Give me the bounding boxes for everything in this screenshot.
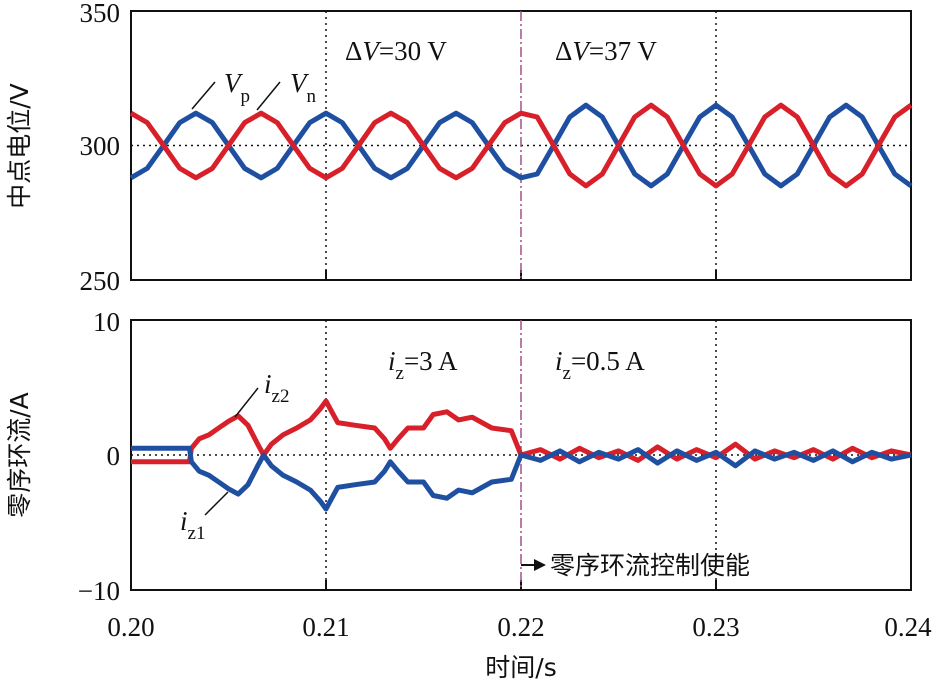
x-tick-label: 0.24 [884,612,932,642]
x-tick-label: 0.23 [692,612,739,642]
annotation-iz-3a: iz=3 A [388,346,458,384]
y-tick-label: 10 [93,307,120,337]
leader-line-vp [191,81,216,110]
y-tick-label: −10 [78,576,120,606]
y-tick-label: 350 [80,0,121,28]
annotation-iz-0-5a: iz=0.5 A [555,346,645,384]
series-line-iz2 [131,398,912,465]
series-line-iz1 [131,445,912,512]
legend-label-iz2: iz2 [264,369,289,407]
y-tick-label: 0 [107,441,121,471]
series-line-vp [129,102,913,189]
x-tick-label: 0.22 [497,612,544,642]
y-tick-label: 250 [80,266,121,296]
annotation-control-enable: 零序环流控制使能 [550,551,750,580]
series-group [129,102,913,512]
leader-line-iz2 [234,387,259,418]
x-tick-label: 0.20 [107,612,154,642]
x-axis-title: 时间/s [485,653,556,682]
top-y-axis-title: 中点电位/V [5,83,34,209]
legend-label-iz1: iz1 [180,506,205,544]
bottom-y-axis-title: 零序环流/A [5,392,34,518]
annotation-delta-v-30: ΔV=30 V [345,36,447,66]
y-tick-label: 300 [80,131,121,161]
enable-arrow-head [534,559,546,571]
leader-line-vn [256,81,281,111]
x-tick-label: 0.21 [302,612,349,642]
leader-line-iz1 [204,491,229,516]
legend-label-vp: Vp [224,68,250,107]
legend-label-vn: Vn [290,68,317,107]
annotation-delta-v-37: ΔV=37 V [555,36,657,66]
series-line-vn [129,102,913,189]
